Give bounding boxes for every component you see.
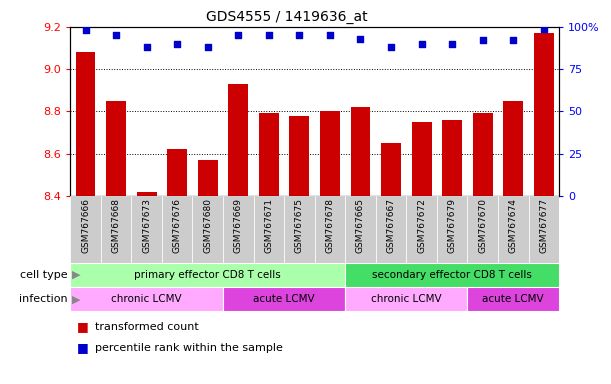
Bar xyxy=(198,160,218,196)
Bar xyxy=(223,287,345,311)
Text: infection: infection xyxy=(18,294,67,305)
Text: transformed count: transformed count xyxy=(95,322,199,332)
Bar xyxy=(70,287,223,311)
Text: ■: ■ xyxy=(76,320,88,333)
Bar xyxy=(534,33,554,196)
Bar xyxy=(76,52,95,196)
Bar xyxy=(345,263,559,287)
Bar xyxy=(290,116,309,196)
Text: GSM767677: GSM767677 xyxy=(540,198,548,253)
Text: GSM767679: GSM767679 xyxy=(448,198,456,253)
Point xyxy=(233,32,243,38)
Text: chronic LCMV: chronic LCMV xyxy=(111,294,182,305)
Text: primary effector CD8 T cells: primary effector CD8 T cells xyxy=(134,270,281,280)
Point xyxy=(417,41,426,47)
Bar xyxy=(315,196,345,263)
Bar xyxy=(70,263,345,287)
Bar xyxy=(345,287,467,311)
Bar xyxy=(442,120,462,196)
Bar xyxy=(229,84,248,196)
Bar xyxy=(320,111,340,196)
Text: GSM767673: GSM767673 xyxy=(142,198,151,253)
Bar xyxy=(473,114,492,196)
Bar xyxy=(131,196,162,263)
Text: GSM767672: GSM767672 xyxy=(417,198,426,253)
Text: GSM767674: GSM767674 xyxy=(509,198,518,253)
Point xyxy=(447,41,457,47)
Point xyxy=(478,37,488,43)
Text: GSM767666: GSM767666 xyxy=(81,198,90,253)
Text: GSM767675: GSM767675 xyxy=(295,198,304,253)
Point xyxy=(81,27,90,33)
Text: cell type: cell type xyxy=(20,270,67,280)
Bar xyxy=(70,196,101,263)
Bar xyxy=(412,122,431,196)
Bar xyxy=(345,196,376,263)
Text: ▶: ▶ xyxy=(71,270,80,280)
Bar xyxy=(406,196,437,263)
Bar xyxy=(498,196,529,263)
Bar xyxy=(101,196,131,263)
Bar xyxy=(467,287,559,311)
Text: ■: ■ xyxy=(76,341,88,354)
Bar xyxy=(223,196,254,263)
Bar xyxy=(254,196,284,263)
Point xyxy=(203,44,213,50)
Point xyxy=(539,25,549,31)
Bar xyxy=(192,196,223,263)
Text: percentile rank within the sample: percentile rank within the sample xyxy=(95,343,282,353)
Point xyxy=(142,44,152,50)
Text: secondary effector CD8 T cells: secondary effector CD8 T cells xyxy=(372,270,532,280)
Bar xyxy=(284,196,315,263)
Point xyxy=(508,37,518,43)
Bar xyxy=(106,101,126,196)
Text: GSM767676: GSM767676 xyxy=(173,198,181,253)
Text: GSM767680: GSM767680 xyxy=(203,198,212,253)
Point xyxy=(264,32,274,38)
Point xyxy=(325,32,335,38)
Bar xyxy=(503,101,523,196)
Text: chronic LCMV: chronic LCMV xyxy=(371,294,442,305)
Text: GSM767671: GSM767671 xyxy=(265,198,273,253)
Text: GSM767669: GSM767669 xyxy=(234,198,243,253)
Text: GDS4555 / 1419636_at: GDS4555 / 1419636_at xyxy=(207,10,368,23)
Bar xyxy=(381,143,401,196)
Bar xyxy=(137,192,156,196)
Bar xyxy=(351,107,370,196)
Point xyxy=(356,36,365,42)
Text: ▶: ▶ xyxy=(71,294,80,305)
Text: GSM767667: GSM767667 xyxy=(387,198,395,253)
Point xyxy=(295,32,304,38)
Point xyxy=(386,44,396,50)
Text: GSM767668: GSM767668 xyxy=(112,198,120,253)
Point xyxy=(111,32,121,38)
Text: GSM767670: GSM767670 xyxy=(478,198,487,253)
Bar xyxy=(437,196,467,263)
Text: acute LCMV: acute LCMV xyxy=(254,294,315,305)
Text: GSM767665: GSM767665 xyxy=(356,198,365,253)
Bar xyxy=(259,114,279,196)
Bar xyxy=(529,196,559,263)
Bar xyxy=(162,196,192,263)
Text: GSM767678: GSM767678 xyxy=(326,198,334,253)
Bar xyxy=(467,196,498,263)
Bar xyxy=(167,149,187,196)
Text: acute LCMV: acute LCMV xyxy=(483,294,544,305)
Point xyxy=(172,41,182,47)
Bar xyxy=(376,196,406,263)
